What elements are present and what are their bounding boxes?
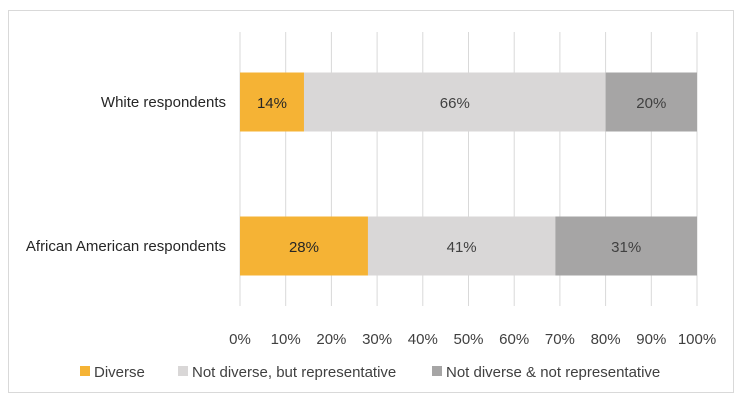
- x-tick-label: 30%: [362, 331, 392, 348]
- x-tick-label: 10%: [271, 331, 301, 348]
- category-label: White respondents: [101, 94, 226, 111]
- data-label: 20%: [636, 95, 666, 112]
- x-tick-label: 60%: [499, 331, 529, 348]
- legend-item: Diverse: [80, 364, 145, 381]
- x-tick-label: 100%: [678, 331, 716, 348]
- x-axis-ticks: 0% 10% 20% 30% 40% 50% 60% 70% 80% 90% 100%: [229, 331, 716, 348]
- bar-segment: [367, 216, 556, 276]
- x-tick-label: 90%: [636, 331, 666, 348]
- legend-swatch: [432, 366, 442, 376]
- data-label: 41%: [447, 239, 477, 256]
- data-label: 66%: [440, 95, 470, 112]
- legend-swatch: [80, 366, 90, 376]
- category-label: African American respondents: [26, 238, 226, 255]
- x-tick-label: 70%: [545, 331, 575, 348]
- bar-segment: [555, 216, 697, 276]
- data-label: 14%: [257, 95, 287, 112]
- legend-label: Not diverse, but representative: [192, 364, 396, 381]
- legend: Diverse Not diverse, but representative No…: [80, 364, 660, 381]
- bar-segment: [605, 72, 697, 132]
- legend-item: Not diverse, but representative: [178, 364, 396, 381]
- bar-segment: [240, 216, 368, 276]
- bar-segment: [303, 72, 606, 132]
- legend-item: Not diverse & not representative: [432, 364, 660, 381]
- data-label: 31%: [611, 239, 641, 256]
- data-label: 28%: [289, 239, 319, 256]
- legend-swatch: [178, 366, 188, 376]
- data-labels: 14% 66% 20% 28% 41% 31%: [257, 95, 666, 256]
- bars: [240, 72, 697, 276]
- bar-segment: [240, 72, 304, 132]
- legend-label: Diverse: [94, 364, 145, 381]
- x-tick-label: 80%: [591, 331, 621, 348]
- x-tick-label: 20%: [316, 331, 346, 348]
- x-tick-label: 0%: [229, 331, 251, 348]
- category-labels: White respondents African American respon…: [26, 94, 226, 255]
- legend-label: Not diverse & not representative: [446, 364, 660, 381]
- x-tick-label: 40%: [408, 331, 438, 348]
- x-tick-label: 50%: [453, 331, 483, 348]
